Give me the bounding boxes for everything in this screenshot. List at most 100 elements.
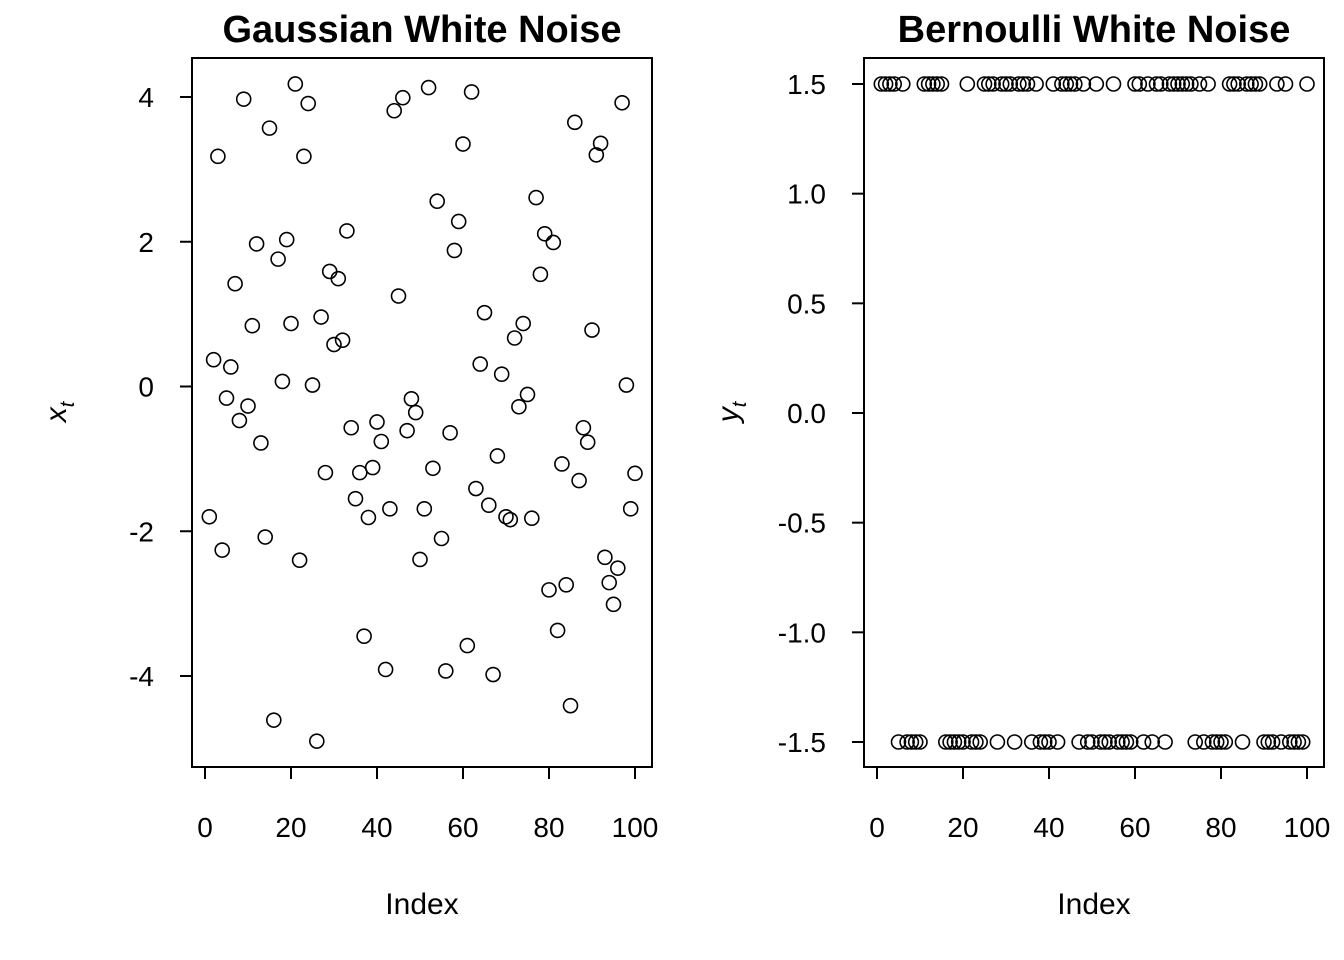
data-point xyxy=(942,734,958,750)
data-point xyxy=(1221,76,1238,92)
data-point xyxy=(347,490,364,507)
data-point xyxy=(1127,76,1143,92)
data-point xyxy=(1019,76,1036,92)
data-point xyxy=(1028,76,1044,92)
x-tick-label: 100 xyxy=(1284,812,1331,843)
data-point xyxy=(523,510,540,527)
data-point xyxy=(450,213,467,230)
x-axis-label: Index xyxy=(385,888,458,921)
data-point xyxy=(912,734,928,750)
data-point xyxy=(420,79,437,96)
data-point xyxy=(899,734,915,750)
data-point xyxy=(873,76,890,92)
data-point xyxy=(1256,734,1272,750)
data-point xyxy=(1174,76,1191,92)
data-point xyxy=(339,223,355,239)
data-point xyxy=(1122,734,1139,750)
chart-title: Gaussian White Noise xyxy=(222,9,621,51)
data-point xyxy=(1045,76,1062,92)
data-point xyxy=(480,497,497,513)
data-point xyxy=(1187,734,1203,750)
data-point xyxy=(506,330,523,346)
data-point xyxy=(601,574,618,591)
data-point xyxy=(1234,734,1251,750)
data-point xyxy=(1006,734,1023,750)
data-point xyxy=(214,542,230,558)
data-point xyxy=(1290,734,1307,750)
data-point xyxy=(399,422,415,439)
data-point xyxy=(985,76,1001,92)
data-point xyxy=(296,148,312,165)
y-axis-label-main: x xyxy=(40,406,73,424)
data-point xyxy=(907,734,924,750)
y-tick-label: 4 xyxy=(138,82,154,113)
data-point xyxy=(330,270,347,287)
data-point xyxy=(1153,76,1169,92)
data-point xyxy=(472,356,489,372)
data-point xyxy=(304,377,321,393)
data-point xyxy=(1208,734,1225,750)
data-point xyxy=(1226,76,1242,92)
data-point xyxy=(925,76,941,92)
data-point xyxy=(463,84,480,100)
y-tick-label: 1.0 xyxy=(787,179,826,210)
x-tick-label: 40 xyxy=(1033,812,1064,843)
data-point xyxy=(343,419,360,436)
gaussian-panel: Gaussian White Noise Index xt 0 20 40 60 80 1… xyxy=(40,9,658,921)
data-point xyxy=(1079,734,1096,750)
y-axis-label: xt xyxy=(40,400,79,424)
x-tick-label: 0 xyxy=(869,812,885,843)
y-tick-label: -1.0 xyxy=(778,617,826,648)
y-axis-label-sub: t xyxy=(57,400,79,407)
data-point xyxy=(950,734,967,750)
data-point xyxy=(1114,734,1130,750)
data-point xyxy=(562,697,579,714)
data-point xyxy=(317,464,334,481)
data-point xyxy=(455,136,471,152)
data-point xyxy=(1191,76,1208,92)
data-point xyxy=(579,434,596,451)
data-point xyxy=(407,404,424,421)
data-point xyxy=(498,508,514,525)
data-point xyxy=(313,309,329,325)
y-axis: -4 -2 0 2 4 xyxy=(129,82,193,692)
y-tick-label: -1.5 xyxy=(778,727,826,758)
data-point xyxy=(1260,734,1277,750)
x-tick-label: 40 xyxy=(361,812,392,843)
data-point xyxy=(382,501,398,517)
data-point xyxy=(265,712,282,728)
x-axis: 0 20 40 60 80 100 xyxy=(197,766,658,843)
data-point xyxy=(1183,76,1199,92)
data-point xyxy=(205,351,222,368)
data-point xyxy=(1036,734,1053,750)
y-tick-label: 1.5 xyxy=(787,69,826,100)
data-point xyxy=(903,734,920,750)
data-point xyxy=(1024,734,1040,750)
data-point xyxy=(468,480,484,497)
data-point xyxy=(360,509,377,526)
data-point xyxy=(489,448,506,464)
data-point xyxy=(257,529,274,545)
data-point xyxy=(890,734,907,750)
data-point xyxy=(218,390,235,406)
data-point xyxy=(1161,76,1178,92)
y-tick-label: 0.5 xyxy=(787,288,826,319)
data-point xyxy=(278,231,295,248)
data-point xyxy=(223,359,239,375)
data-point xyxy=(416,501,433,517)
data-point xyxy=(1015,76,1032,92)
data-point xyxy=(605,596,622,613)
data-point xyxy=(989,734,1006,750)
data-point xyxy=(369,414,385,430)
data-point xyxy=(1294,734,1311,750)
data-point xyxy=(920,76,937,92)
data-point xyxy=(1213,734,1229,750)
data-point xyxy=(1092,734,1109,750)
data-point xyxy=(227,275,243,292)
data-point xyxy=(321,263,338,280)
chart-title: Bernoulli White Noise xyxy=(898,9,1291,51)
data-point xyxy=(377,661,394,678)
data-point xyxy=(274,373,291,390)
y-axis-label: yt xyxy=(712,400,751,424)
